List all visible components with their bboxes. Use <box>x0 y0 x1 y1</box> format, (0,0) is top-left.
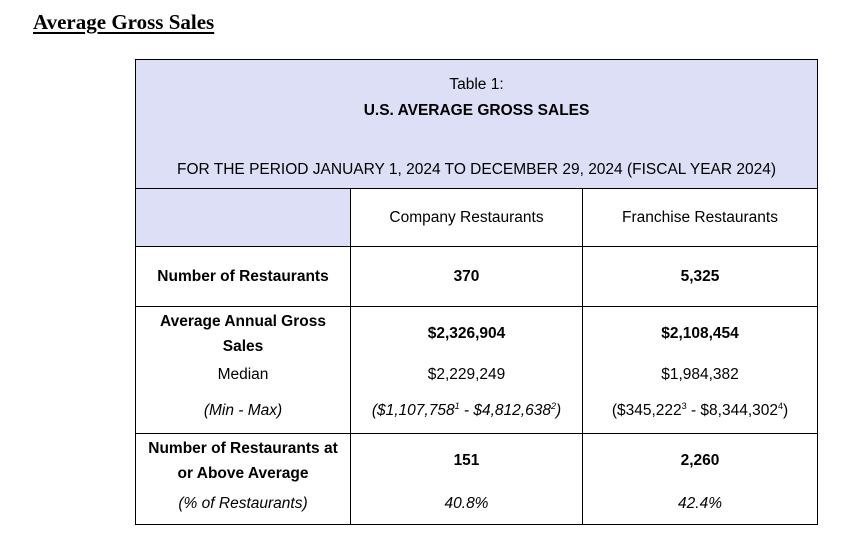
avg-sales-label-line1: Average Annual Gross <box>160 313 326 330</box>
range-label: (Min - Max) <box>203 402 283 419</box>
footnote-1: 1 <box>454 400 460 411</box>
company-num-restaurants: 370 <box>350 246 583 307</box>
company-average-sales: $2,326,904 <box>427 325 506 342</box>
company-at-or-above-count: 151 <box>453 452 480 469</box>
table-title: U.S. AVERAGE GROSS SALES <box>363 102 590 119</box>
footnote-3: 3 <box>681 400 687 411</box>
franchise-num-restaurants: 5,325 <box>581 246 819 307</box>
column-header-franchise: Franchise Restaurants <box>581 188 819 247</box>
franchise-range-close: ) <box>783 402 789 419</box>
company-avg-sales-cell: $2,326,904 $2,229,249 ($1,107,7581 - $4,… <box>350 306 583 434</box>
franchise-median-sales: $1,984,382 <box>661 366 739 383</box>
franchise-range-sep: - $8,344,302 <box>686 402 779 419</box>
row-label-at-or-above: Number of Restaurants at or Above Averag… <box>135 433 351 525</box>
table-caption: Table 1: <box>449 76 504 93</box>
average-gross-sales-table: Table 1: U.S. AVERAGE GROSS SALES FOR TH… <box>134 59 819 525</box>
row-label-num-restaurants: Number of Restaurants <box>135 246 351 307</box>
franchise-sales-range: ($345,2223 - $8,344,3024) <box>612 391 788 431</box>
company-range-sep: - $4,812,638 <box>459 402 551 419</box>
footnote-2: 2 <box>550 400 556 411</box>
company-sales-range: ($1,107,7581 - $4,812,6382) <box>372 391 561 431</box>
avg-sales-label-line2: Sales <box>222 338 264 355</box>
franchise-at-or-above-pct: 42.4% <box>678 495 722 512</box>
table-period: FOR THE PERIOD JANUARY 1, 2024 TO DECEMB… <box>177 161 777 178</box>
company-at-or-above-pct: 40.8% <box>444 495 489 512</box>
franchise-at-or-above-count: 2,260 <box>680 452 720 469</box>
company-at-or-above-cell: 151 40.8% <box>350 433 583 525</box>
section-heading: Average Gross Sales <box>33 10 215 34</box>
median-label: Median <box>217 366 269 383</box>
company-range-close: ) <box>555 402 562 419</box>
at-or-above-label-line1: Number of Restaurants at <box>148 440 338 457</box>
company-range-open: ($1,107,758 <box>371 402 455 419</box>
franchise-average-sales: $2,108,454 <box>661 325 739 342</box>
franchise-avg-sales-cell: $2,108,454 $1,984,382 ($345,2223 - $8,34… <box>581 306 819 434</box>
franchise-at-or-above-cell: 2,260 42.4% <box>581 433 819 525</box>
company-median-sales: $2,229,249 <box>427 366 506 383</box>
header-empty-cell <box>135 188 351 247</box>
row-label-avg-sales: Average Annual Gross Sales Median (Min -… <box>135 306 351 434</box>
footnote-4: 4 <box>778 400 784 411</box>
table-title-cell: Table 1: U.S. AVERAGE GROSS SALES FOR TH… <box>134 59 819 189</box>
franchise-range-open: ($345,222 <box>611 402 682 419</box>
at-or-above-label-line2: or Above Average <box>177 465 309 482</box>
column-header-company: Company Restaurants <box>350 188 583 247</box>
pct-label: (% of Restaurants) <box>178 495 308 512</box>
